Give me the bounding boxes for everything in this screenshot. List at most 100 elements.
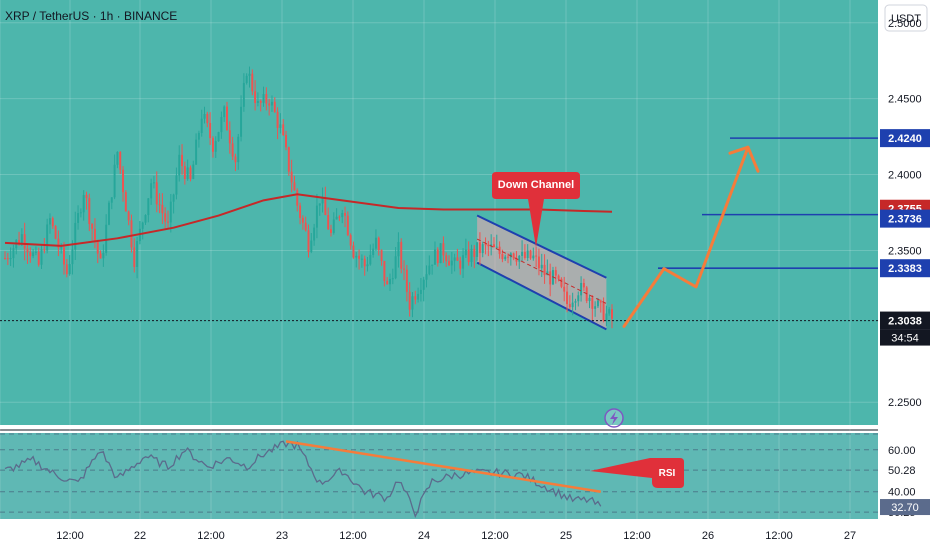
candle-body	[51, 218, 54, 227]
candle-body	[237, 136, 240, 163]
candle-body	[178, 154, 181, 176]
candle-body	[150, 183, 153, 199]
down-channel-upper-line[interactable]	[476, 214, 607, 279]
candle-body	[341, 212, 344, 218]
candle-body	[195, 139, 198, 165]
candle-body	[422, 279, 425, 290]
candle-body	[380, 250, 383, 261]
candle-body	[611, 309, 613, 319]
candle-body	[321, 197, 324, 204]
candle-body	[259, 100, 262, 103]
candle-body	[152, 182, 155, 184]
candle-body	[279, 124, 282, 128]
candle-body	[127, 211, 130, 221]
candle-body	[487, 244, 490, 247]
candle-body	[136, 241, 139, 267]
candle-body	[566, 291, 569, 305]
candle-body	[299, 205, 302, 218]
candle-body	[389, 278, 391, 285]
candle-body	[428, 265, 431, 275]
projection-arrow-head	[728, 145, 760, 173]
price-pane[interactable]	[0, 0, 878, 425]
candle-body	[535, 255, 538, 257]
candle-body	[34, 251, 37, 253]
candle-body	[467, 249, 470, 263]
candle-body	[4, 258, 6, 260]
candle-body	[577, 295, 580, 302]
candle-body	[43, 249, 46, 251]
time-axis[interactable]	[0, 519, 932, 550]
candle-body	[220, 117, 223, 133]
time-tick-label: 22	[134, 530, 146, 542]
time-tick-label: 26	[702, 530, 714, 542]
candle-body	[217, 132, 220, 142]
candle-body	[369, 254, 372, 265]
candle-body	[6, 258, 9, 260]
countdown-badge	[880, 329, 930, 346]
candle-body	[476, 242, 479, 257]
candle-body	[144, 215, 147, 223]
candle-body	[304, 222, 307, 231]
candle-body	[242, 82, 245, 107]
candle-body	[113, 164, 116, 198]
candle-body	[99, 253, 102, 259]
rsi-label: RSI	[659, 468, 676, 479]
price-badge-label: 2.3736	[888, 214, 922, 226]
candle-body	[77, 213, 80, 223]
time-tick-label: 12:00	[481, 530, 509, 542]
down-channel-label: Down Channel	[498, 179, 574, 191]
rsi-callout[interactable]: RSI	[590, 458, 684, 488]
candle-body	[338, 216, 341, 218]
candle-body	[26, 248, 29, 253]
candle-body	[436, 249, 439, 264]
candle-body	[344, 212, 347, 216]
down-channel-lower-line[interactable]	[476, 261, 607, 331]
candle-body	[521, 251, 524, 256]
candle-body	[571, 302, 574, 308]
candle-body	[495, 246, 498, 248]
candle-body	[20, 234, 23, 244]
candle-body	[417, 293, 420, 300]
candle-body	[102, 252, 105, 259]
candle-body	[602, 302, 605, 321]
candle-body	[63, 247, 65, 265]
price-tick-label: 2.4000	[888, 170, 922, 182]
candle-body	[557, 275, 560, 279]
candle-body	[293, 182, 296, 191]
price-badge-label: 2.4240	[888, 133, 922, 145]
down-channel-callout-shape	[492, 172, 580, 248]
candle-body	[209, 123, 212, 139]
rsi-pane[interactable]	[0, 433, 878, 519]
candle-body	[400, 241, 403, 269]
candle-body	[307, 230, 310, 252]
candle-body	[88, 198, 91, 225]
candle-body	[169, 201, 172, 223]
candle-body	[439, 243, 442, 264]
candle-body	[537, 256, 540, 269]
rsi-divergence-line[interactable]	[285, 440, 601, 493]
candle-body	[268, 103, 271, 106]
candle-body	[327, 215, 330, 230]
candle-body	[403, 268, 406, 270]
candle-body	[68, 264, 71, 275]
projection-arrow-line[interactable]	[622, 145, 750, 328]
down-channel-callout[interactable]: Down Channel	[492, 172, 580, 248]
lightning-icon[interactable]	[604, 408, 624, 428]
candle-body	[141, 222, 144, 229]
candle-body	[459, 260, 462, 269]
candle-body	[470, 248, 473, 263]
candle-body	[419, 289, 422, 294]
candle-body	[93, 228, 96, 242]
candle-body	[231, 143, 234, 157]
candle-body	[512, 253, 515, 259]
candle-body	[40, 249, 43, 265]
price-badge	[880, 311, 930, 330]
time-tick-label: 12:00	[197, 530, 225, 542]
candle-body	[200, 118, 203, 133]
price-badge	[880, 209, 930, 228]
candle-body	[599, 300, 602, 303]
rsi-tick-label: 50.28	[888, 465, 916, 477]
currency-button[interactable]: USDT	[884, 4, 928, 32]
candle-body	[540, 264, 543, 269]
